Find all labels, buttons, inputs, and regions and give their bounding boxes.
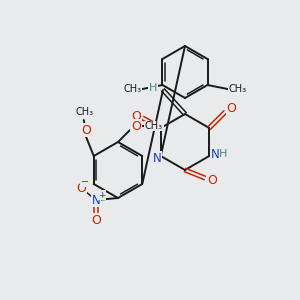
Text: O: O [131, 119, 141, 133]
Text: CH₃: CH₃ [145, 121, 163, 131]
Text: O: O [91, 214, 101, 226]
Text: O: O [81, 124, 91, 136]
Text: CH₃: CH₃ [76, 107, 94, 117]
Text: O: O [207, 173, 217, 187]
Text: +: + [98, 190, 106, 200]
Text: −: − [81, 177, 89, 187]
Text: CH₃: CH₃ [123, 84, 142, 94]
Text: CH₃: CH₃ [229, 84, 247, 94]
Text: O: O [226, 101, 236, 115]
Text: O: O [131, 110, 141, 122]
Text: N: N [92, 194, 100, 206]
Text: N: N [152, 152, 161, 164]
Text: H: H [219, 149, 227, 159]
Text: H: H [149, 83, 157, 93]
Text: O: O [76, 182, 86, 194]
Text: N: N [211, 148, 220, 161]
